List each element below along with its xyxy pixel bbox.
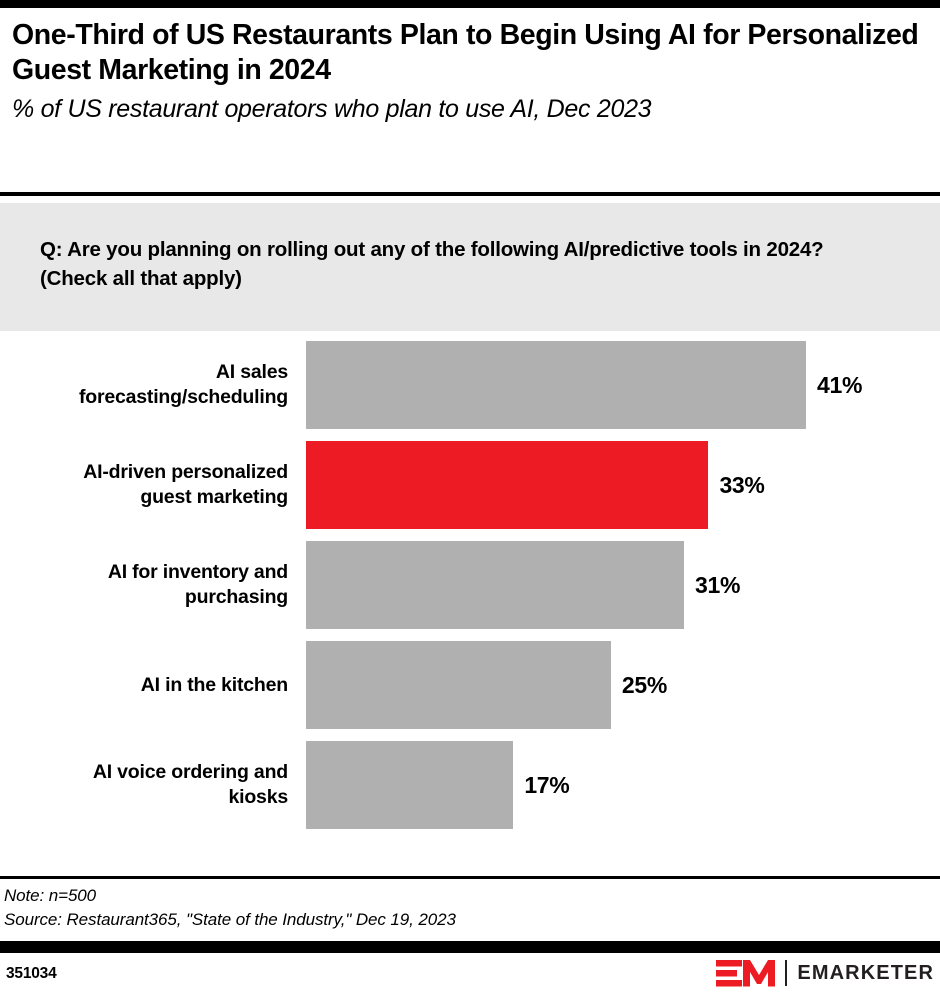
footer-divider	[0, 941, 940, 953]
bar	[306, 341, 806, 429]
bar	[306, 641, 611, 729]
bar-chart: AI sales forecasting/scheduling 41% AI-dri…	[0, 341, 940, 873]
note-line: Note: n=500	[4, 886, 97, 905]
chart-id: 351034	[6, 965, 57, 982]
em-logo-icon	[716, 960, 776, 987]
page-title: One-Third of US Restaurants Plan to Begi…	[12, 19, 919, 86]
bar-value-label: 41%	[817, 371, 863, 398]
bar-track: 41%	[306, 341, 940, 429]
bar-track: 17%	[306, 741, 940, 829]
page-subtitle: % of US restaurant operators who plan to…	[12, 95, 652, 123]
bar-value-label: 31%	[695, 571, 741, 598]
question-band: Q: Are you planning on rolling out any o…	[0, 203, 940, 331]
bar-category-label: AI in the kitchen	[140, 673, 288, 696]
chart-footnotes: Note: n=500 Source: Restaurant365, "Stat…	[4, 884, 934, 932]
bar-category-label: AI sales forecasting/scheduling	[78, 361, 288, 408]
brand-divider	[785, 960, 788, 986]
bar-value-label: 33%	[719, 471, 765, 498]
bar-track: 31%	[306, 541, 940, 629]
bar-row: AI in the kitchen 25%	[0, 641, 940, 729]
bar-row: AI voice ordering and kiosks 17%	[0, 741, 940, 829]
brand-name: EMARKETER	[797, 962, 934, 984]
brand-logo: EMARKETER	[716, 958, 934, 988]
bar-row: AI sales forecasting/scheduling 41%	[0, 341, 940, 429]
bar-track: 33%	[306, 441, 940, 529]
header-divider	[0, 192, 940, 196]
bar-category-label: AI-driven personalized guest marketing	[83, 461, 288, 508]
chart-footer: 351034 EMARKETER	[0, 953, 940, 992]
bar-category-label: AI voice ordering and kiosks	[92, 761, 288, 808]
bar	[306, 741, 514, 829]
bar-value-label: 25%	[621, 671, 668, 698]
bar-track: 25%	[306, 641, 940, 729]
top-rule	[0, 0, 940, 8]
bar	[306, 541, 685, 629]
bar-row: AI-driven personalized guest marketing 33…	[0, 441, 940, 529]
bar-value-label: 17%	[524, 771, 570, 798]
bar-category-label: AI for inventory and purchasing	[107, 561, 288, 608]
source-line: Source: Restaurant365, "State of the Ind…	[4, 910, 456, 929]
notes-divider	[0, 876, 940, 879]
bar-highlighted	[306, 441, 709, 529]
bar-row: AI for inventory and purchasing 31%	[0, 541, 940, 629]
chart-header: One-Third of US Restaurants Plan to Begi…	[0, 8, 940, 125]
survey-question: Q: Are you planning on rolling out any o…	[40, 238, 824, 290]
